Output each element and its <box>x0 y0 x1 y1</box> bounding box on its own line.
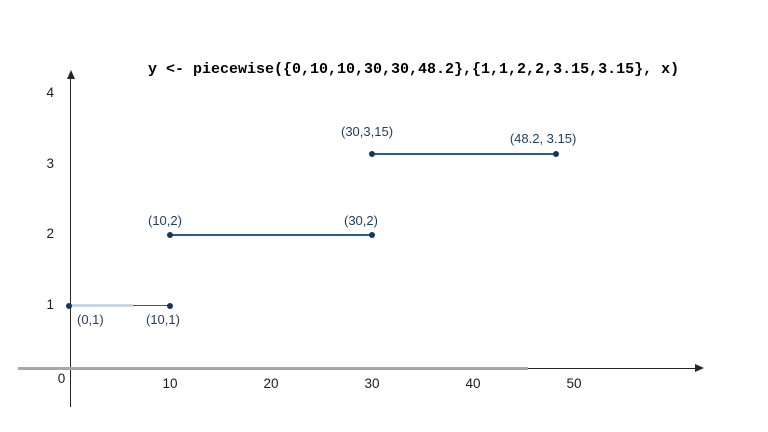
data-point <box>369 232 375 238</box>
x-tick-label: 0 <box>57 371 66 386</box>
point-label: (48.2, 3.15) <box>509 130 577 146</box>
x-tick-label: 10 <box>162 376 178 391</box>
point-label: (10,1) <box>146 312 180 327</box>
x-axis-arrow-icon <box>695 364 704 373</box>
point-label: (30,3,15) <box>341 123 394 139</box>
segment-line <box>170 234 372 236</box>
point-label: (30,2) <box>344 213 378 228</box>
x-tick-label: 40 <box>465 376 481 391</box>
y-axis-line <box>70 77 72 407</box>
data-point <box>167 302 173 309</box>
segment-line <box>372 153 556 155</box>
point-label: (0,1) <box>77 312 104 327</box>
segment-highlight <box>71 303 133 308</box>
x-tick-label: 30 <box>364 376 380 391</box>
y-tick-label: 2 <box>46 226 54 241</box>
plot-title: y <- piecewise({0,10,10,30,30,48.2},{1,1… <box>148 61 680 78</box>
y-tick-label: 4 <box>46 85 54 100</box>
data-point <box>552 150 559 157</box>
point-label: (10,2) <box>148 213 182 228</box>
x-tick-label: 20 <box>263 376 279 391</box>
x-axis-gray-overlay <box>18 367 528 371</box>
data-point <box>369 150 375 157</box>
x-tick-label: 50 <box>566 376 582 391</box>
y-tick-label: 3 <box>46 155 54 171</box>
y-axis-arrow-icon <box>66 70 75 79</box>
data-point <box>66 302 72 309</box>
data-point <box>167 232 173 238</box>
y-tick-label: 1 <box>46 296 54 312</box>
